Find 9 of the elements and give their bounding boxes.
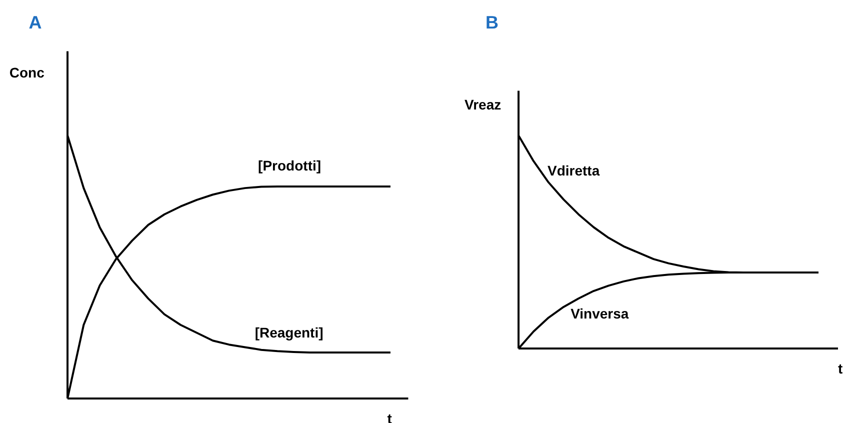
y-axis-title: Vreaz — [464, 96, 502, 112]
series-label: [Prodotti] — [258, 157, 322, 174]
chart-title: A — [28, 12, 42, 32]
chart-title: B — [486, 12, 499, 33]
series-label: Vinversa — [570, 306, 629, 322]
series-label: Vdiretta — [547, 162, 600, 178]
x-axis-title: t — [838, 360, 844, 377]
y-axis-title: Conc — [9, 64, 45, 80]
series-label: [Reagenti] — [254, 324, 324, 341]
